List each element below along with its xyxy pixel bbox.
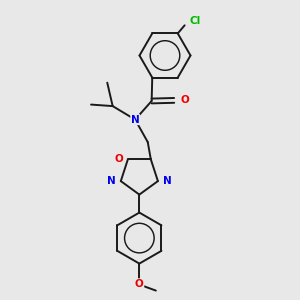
Text: N: N [131, 115, 140, 124]
Text: O: O [114, 154, 123, 164]
Text: N: N [163, 176, 172, 186]
Text: O: O [135, 279, 144, 289]
Text: N: N [107, 176, 116, 186]
Text: O: O [181, 95, 190, 105]
Text: Cl: Cl [190, 16, 201, 26]
